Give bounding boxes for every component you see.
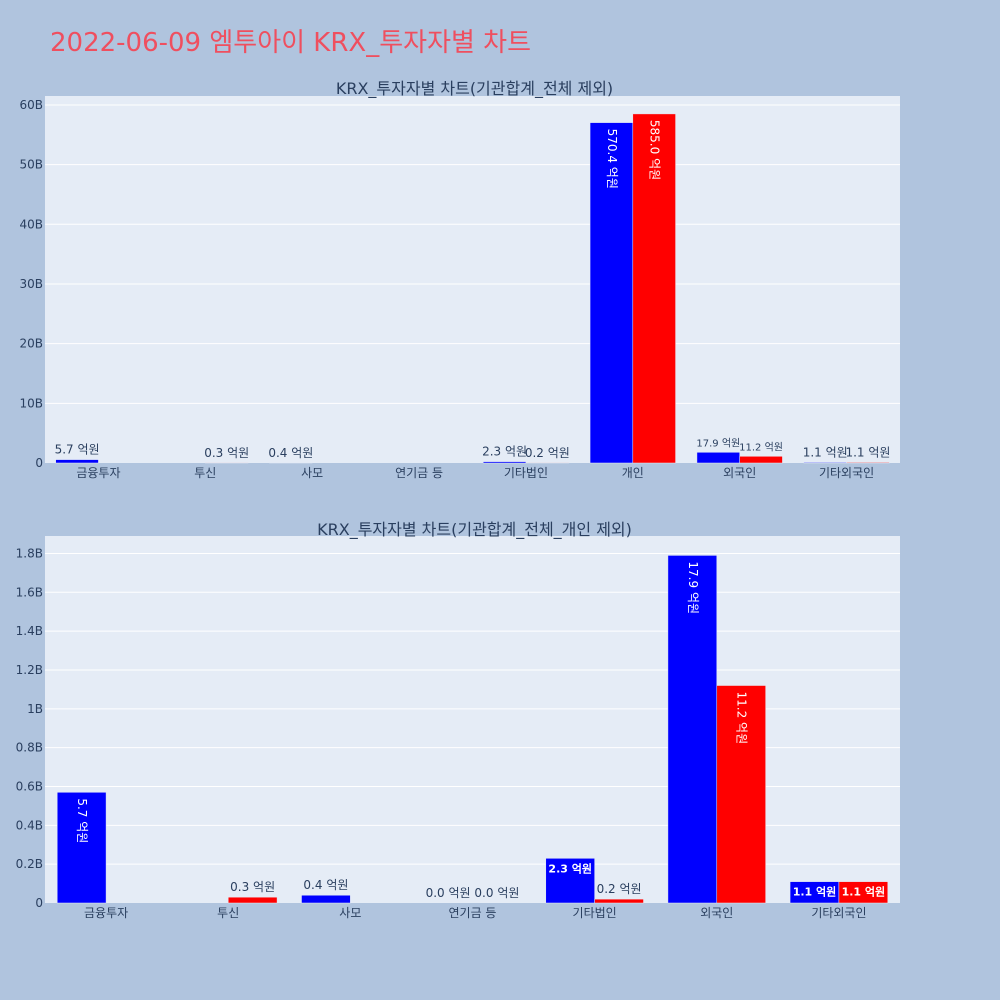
bar-data-label: 0.2 억원 bbox=[525, 446, 570, 460]
bar-data-label: 0.4 억원 bbox=[268, 446, 313, 460]
bar-data-label: 1.1 억원 bbox=[803, 445, 848, 459]
chart-2: 0 0.2B 0.4B 0.6B 0.8B 1B 1.2B 1.4B 1.6B 1.8B KRX_투… bbox=[16, 520, 900, 920]
bar-data-label: 2.3 억원 bbox=[482, 445, 527, 459]
x-tick-label: 외국인 bbox=[700, 906, 733, 920]
bar-data-label: 0.4 억원 bbox=[303, 878, 348, 892]
x-tick-label: 금융투자 bbox=[76, 466, 120, 480]
bar-data-label: 17.9 억원 bbox=[696, 437, 740, 449]
x-tick-label: 개인 bbox=[622, 466, 644, 480]
y-tick-label: 60B bbox=[19, 98, 43, 112]
bar bbox=[594, 898, 644, 904]
bar-data-label: 1.1 억원 bbox=[845, 445, 890, 459]
x-tick-label: 연기금 등 bbox=[449, 906, 497, 920]
y-tick-label: 0 bbox=[35, 896, 43, 910]
plot-area bbox=[45, 536, 900, 903]
bar bbox=[301, 894, 351, 904]
x-tick-label: 사모 bbox=[339, 906, 361, 920]
bar-data-label: 17.9 억원 bbox=[686, 561, 700, 614]
bar bbox=[838, 881, 889, 904]
y-tick-label: 20B bbox=[19, 337, 43, 351]
page-title: 2022-06-09 엠투아이 KRX_투자자별 차트 bbox=[50, 28, 532, 58]
plot-area bbox=[45, 96, 900, 463]
chart-title: KRX_투자자별 차트(기관합계_전체 제외) bbox=[336, 79, 613, 99]
x-tick-label: 사모 bbox=[301, 466, 323, 480]
bar-data-label: 1.1 억원 bbox=[793, 885, 837, 899]
y-tick-label: 10B bbox=[19, 396, 43, 410]
bar bbox=[227, 896, 278, 904]
y-tick-label: 1.2B bbox=[16, 663, 43, 677]
x-tick-label: 금융투자 bbox=[84, 906, 128, 920]
y-tick-label: 40B bbox=[19, 217, 43, 231]
bar-data-label: 0.3 억원 bbox=[230, 880, 275, 894]
x-tick-label: 기타외국인 bbox=[811, 906, 866, 920]
y-tick-label: 1.8B bbox=[16, 546, 43, 560]
x-tick-label: 외국인 bbox=[723, 466, 756, 480]
bar bbox=[545, 858, 595, 904]
bar bbox=[739, 456, 783, 464]
x-tick-label: 기타외국인 bbox=[819, 466, 874, 480]
bar-data-label: 11.2 억원 bbox=[739, 441, 783, 453]
y-tick-label: 0 bbox=[35, 456, 43, 470]
bar bbox=[55, 459, 99, 464]
y-tick-label: 50B bbox=[19, 158, 43, 172]
bar bbox=[482, 461, 527, 464]
y-tick-label: 0.8B bbox=[16, 741, 43, 755]
bar-data-label: 2.3 억원 bbox=[548, 861, 592, 875]
bar-data-label: 0.2 억원 bbox=[597, 882, 642, 896]
x-tick-label: 투신 bbox=[194, 466, 216, 480]
bar bbox=[716, 685, 766, 904]
bar bbox=[803, 462, 847, 464]
bar-data-label: 1.1 억원 bbox=[842, 885, 886, 899]
bar bbox=[846, 462, 890, 464]
x-tick-label: 기타법인 bbox=[573, 906, 617, 920]
x-tick-label: 연기금 등 bbox=[395, 466, 443, 480]
bar-data-label: 570.4 억원 bbox=[605, 129, 619, 189]
bar-data-label: 11.2 억원 bbox=[735, 692, 749, 745]
bar-data-label: 0.0 억원 bbox=[426, 886, 471, 900]
bar-data-label: 5.7 억원 bbox=[75, 798, 89, 843]
y-tick-label: 0.4B bbox=[16, 818, 43, 832]
y-tick-label: 1.4B bbox=[16, 624, 43, 638]
bar-data-label: 0.0 억원 bbox=[474, 886, 519, 900]
chart-title: KRX_투자자별 차트(기관합계_전체_개인 제외) bbox=[317, 520, 632, 540]
bar-data-label: 0.3 억원 bbox=[204, 446, 249, 460]
y-tick-label: 30B bbox=[19, 277, 43, 291]
y-tick-label: 1B bbox=[27, 702, 43, 716]
bar bbox=[632, 113, 676, 464]
chart-1: 0 10B 20B 30B 40B 50B 60B KRX_투자자별 차트(기관합계_전체 제… bbox=[19, 79, 900, 480]
bar-data-label: 585.0 억원 bbox=[648, 120, 662, 180]
y-tick-label: 1.6B bbox=[16, 585, 43, 599]
x-tick-label: 기타법인 bbox=[504, 466, 548, 480]
bar bbox=[56, 792, 107, 904]
bar bbox=[696, 452, 740, 464]
bar-data-label: 5.7 억원 bbox=[55, 443, 100, 457]
x-tick-label: 투신 bbox=[217, 906, 239, 920]
y-tick-label: 0.2B bbox=[16, 857, 43, 871]
y-tick-label: 0.6B bbox=[16, 779, 43, 793]
